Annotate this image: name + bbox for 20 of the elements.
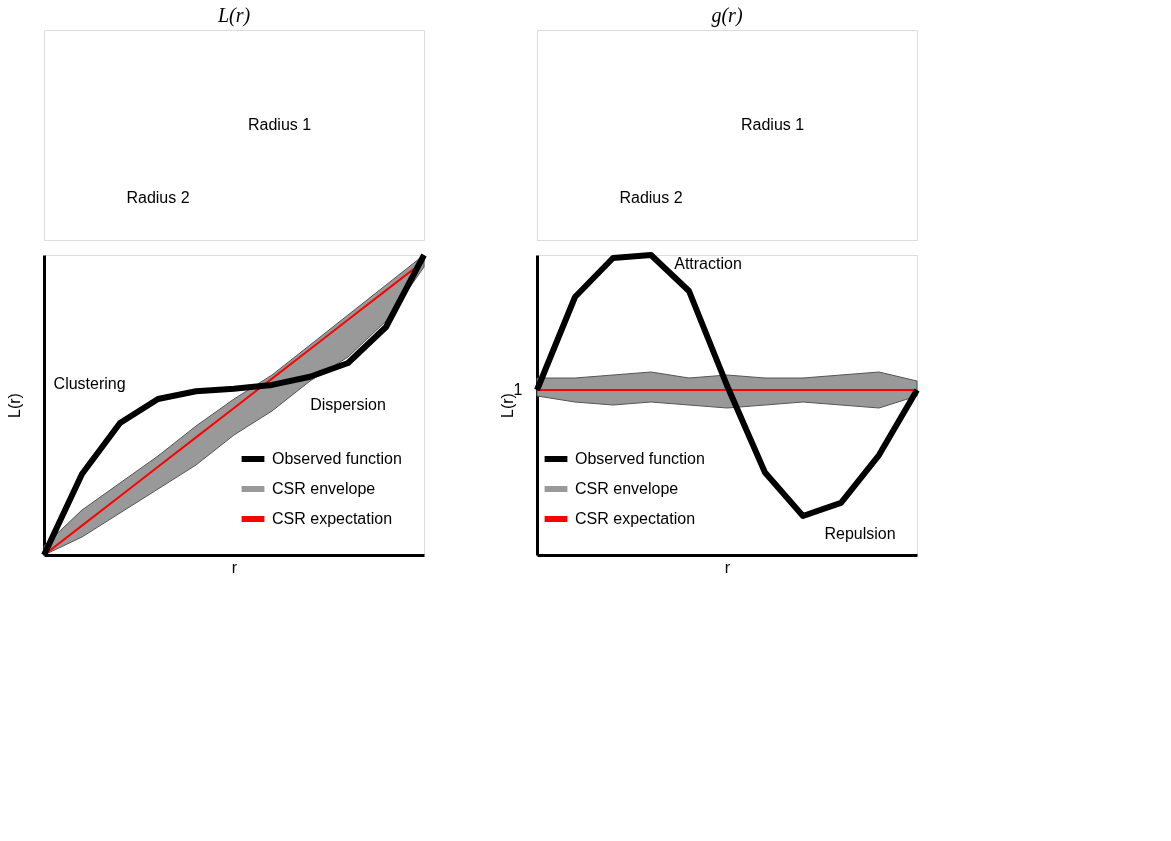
x-axis-title: r: [724, 558, 731, 576]
text: Radius 1: [741, 115, 805, 133]
text: Radius 2: [619, 189, 683, 206]
legend-label: Observed function: [272, 450, 402, 467]
legend-label: CSR envelope: [575, 480, 679, 497]
text: g(r): [711, 4, 743, 27]
text: L(r): [216, 4, 251, 27]
legend-label: Observed function: [575, 450, 705, 467]
x-axis-title: r: [231, 558, 238, 576]
legend-label: CSR expectation: [272, 510, 393, 527]
text: Radius 2: [126, 189, 190, 206]
y-axis-title: L(r): [5, 393, 23, 418]
y-axis-title: L(r): [498, 393, 516, 418]
text: Radius 1: [248, 115, 312, 133]
legend-label: CSR expectation: [575, 510, 696, 527]
legend-label: CSR envelope: [272, 480, 376, 497]
annotation: Attraction: [674, 255, 742, 272]
annotation: Clustering: [53, 375, 126, 392]
annotation: Dispersion: [310, 396, 386, 413]
annotation: Repulsion: [824, 525, 896, 542]
